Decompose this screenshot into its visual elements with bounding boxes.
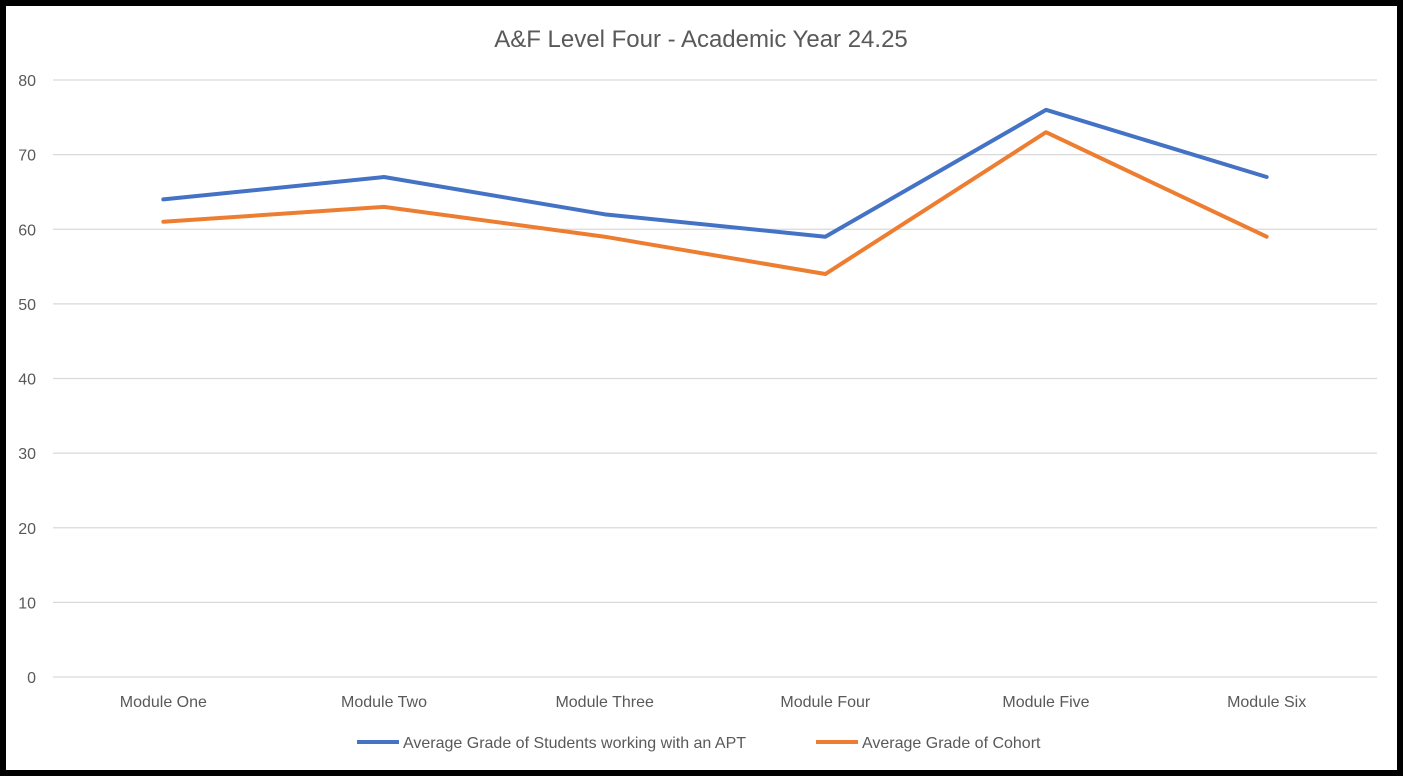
legend-item: Average Grade of Students working with a… (357, 735, 746, 752)
legend-item: Average Grade of Cohort (816, 735, 1041, 752)
series-lines (161, 107, 1269, 277)
y-tick-label: 40 (18, 372, 36, 389)
series-1 (161, 107, 1269, 239)
y-tick-label: 50 (18, 297, 36, 314)
x-tick-label: Module One (120, 694, 207, 711)
y-axis-ticks: 0 10 20 30 40 50 60 70 80 (18, 73, 36, 687)
series-line (161, 107, 1269, 239)
y-tick-label: 20 (18, 521, 36, 538)
y-tick-label: 80 (18, 73, 36, 90)
x-tick-label: Module Five (1002, 694, 1089, 711)
y-tick-label: 60 (18, 222, 36, 239)
legend-label: Average Grade of Cohort (862, 735, 1041, 752)
y-tick-label: 10 (18, 595, 36, 612)
series-line (161, 130, 1269, 277)
x-tick-label: Module Six (1227, 694, 1306, 711)
series-2 (161, 130, 1269, 277)
x-tick-label: Module Three (555, 694, 654, 711)
x-tick-label: Module Two (341, 694, 427, 711)
y-tick-label: 70 (18, 148, 36, 165)
legend-label: Average Grade of Students working with a… (403, 735, 746, 752)
chart-title: A&F Level Four - Academic Year 24.25 (494, 26, 908, 53)
x-tick-label: Module Four (780, 694, 870, 711)
legend: Average Grade of Students working with a… (357, 735, 1041, 752)
x-axis-ticks: Module One Module Two Module Three Module F… (120, 694, 1306, 711)
y-tick-label: 30 (18, 446, 36, 463)
gridlines (53, 79, 1377, 678)
y-tick-label: 0 (27, 670, 36, 687)
